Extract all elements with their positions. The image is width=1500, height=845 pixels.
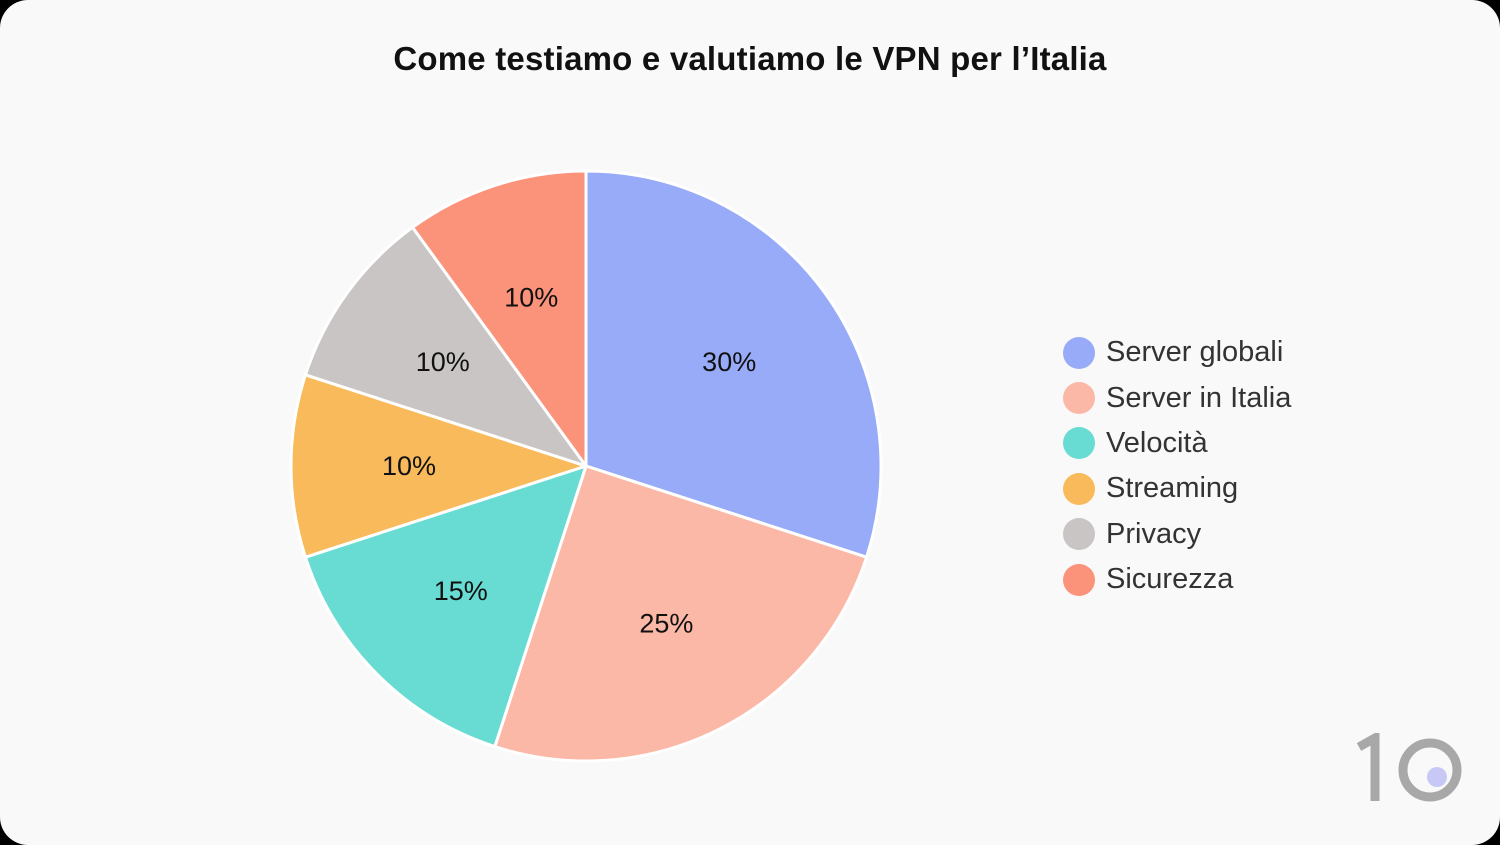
logo-mark (1356, 733, 1462, 802)
pie-labels: 30% 25% 15% 10% 10% 10% (382, 283, 756, 639)
legend-label: Streaming (1106, 472, 1239, 505)
legend-item: Privacy (1063, 512, 1291, 557)
slice-value-label: 30% (702, 347, 756, 377)
brand-logo (1356, 733, 1462, 802)
legend-item: Streaming (1063, 466, 1291, 511)
legend-item: Sicurezza (1063, 557, 1291, 602)
legend-swatch (1063, 427, 1095, 460)
legend-swatch (1063, 472, 1095, 505)
legend: Server globali Server in Italia Velocità St… (1063, 330, 1291, 602)
chart-title: Come testiamo e valutiamo le VPN per l’I… (393, 40, 1107, 77)
legend-swatch (1063, 382, 1095, 415)
slice-value-label: 10% (382, 451, 436, 481)
pie-slice-5 (411, 169, 588, 468)
legend-label: Server globali (1106, 336, 1284, 369)
legend-swatch (1063, 563, 1095, 596)
legend-label: Privacy (1106, 517, 1202, 550)
pie-slice-4 (303, 225, 588, 468)
pie-slice-0 (584, 169, 883, 559)
slice-value-label: 10% (416, 347, 470, 377)
legend-label: Sicurezza (1106, 563, 1234, 596)
legend-label: Velocità (1106, 426, 1208, 459)
slice-value-label: 10% (504, 283, 558, 313)
pie-slice-2 (303, 464, 588, 749)
pie-slices (289, 169, 883, 763)
slice-value-label: 15% (434, 576, 488, 606)
legend-item: Server in Italia (1063, 375, 1291, 420)
legend-label: Server in Italia (1106, 381, 1292, 414)
pie-slice-3 (289, 373, 588, 559)
legend-item: Server globali (1063, 330, 1291, 375)
slice-value-label: 25% (639, 609, 693, 639)
legend-swatch (1063, 336, 1095, 369)
legend-item: Velocità (1063, 421, 1291, 466)
legend-swatch (1063, 518, 1095, 551)
pie-slice-1 (493, 464, 869, 763)
